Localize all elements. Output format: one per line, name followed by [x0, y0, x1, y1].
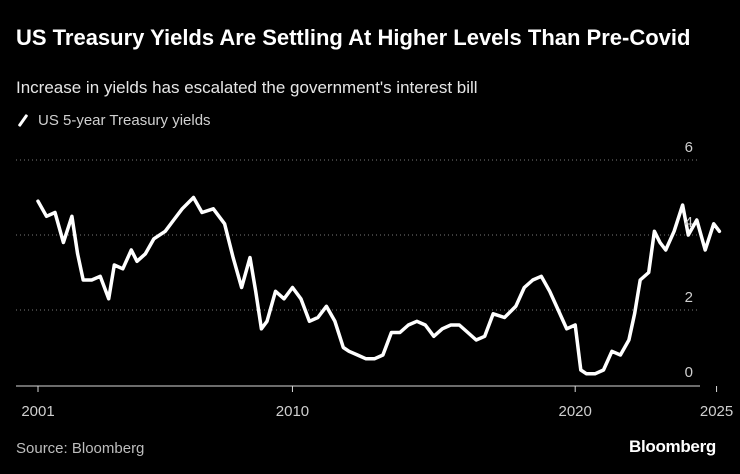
source-note: Source: Bloomberg — [16, 440, 145, 457]
chart-title: US Treasury Yields Are Settling At Highe… — [16, 25, 691, 50]
series-layer — [36, 195, 722, 376]
y-tick-label-2: 2 — [685, 289, 693, 306]
series-line-5y-yield — [36, 195, 722, 376]
x-tick-label-2020: 2020 — [559, 403, 592, 420]
axes — [16, 385, 718, 392]
x-tick-label-2025: 2025 — [700, 403, 733, 420]
legend: US 5-year Treasury yields — [16, 112, 211, 129]
chart-subtitle: Increase in yields has escalated the gov… — [16, 78, 478, 97]
bloomberg-logo: Bloomberg — [628, 437, 716, 456]
x-tick-label-2010: 2010 — [276, 403, 309, 420]
y-tick-label-4: 4 — [685, 214, 693, 231]
y-tick-label-0: 0 — [685, 364, 693, 381]
tick-labels: 2001 2010 2020 2025 0 2 4 6 — [21, 139, 733, 420]
grid-lines — [16, 159, 700, 311]
y-tick-label-6: 6 — [685, 139, 693, 156]
legend-label: US 5-year Treasury yields — [38, 112, 211, 129]
x-tick-label-2001: 2001 — [21, 403, 54, 420]
